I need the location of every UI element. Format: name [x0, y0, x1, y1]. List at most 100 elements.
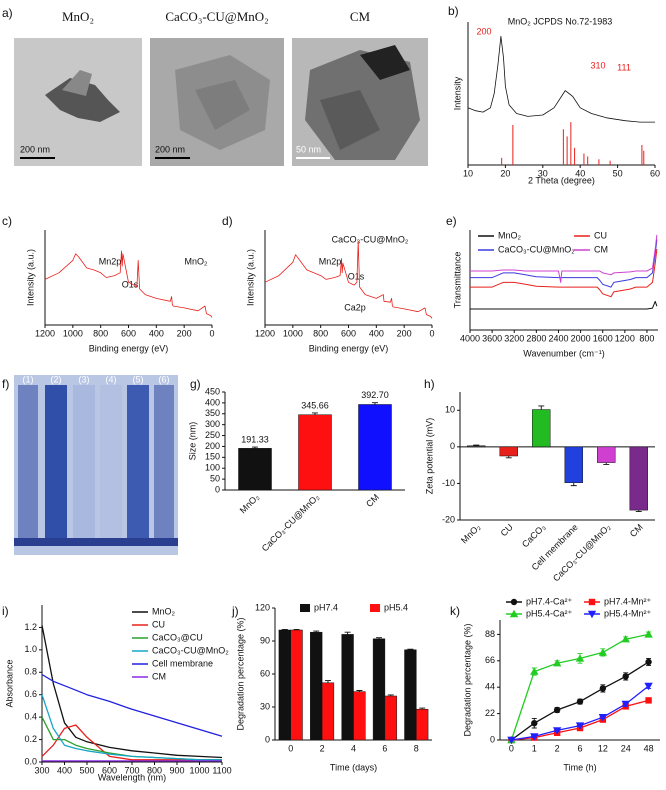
x-tick-label: 500 [79, 765, 94, 775]
x-tick-label: 900 [169, 765, 184, 775]
legend-label: CaCO₃@CU [152, 632, 203, 642]
x-tick-label: 40 [575, 168, 585, 178]
image-label: MnO₂ [62, 9, 94, 24]
bar [238, 448, 272, 491]
x-tick-label: 2 [555, 743, 560, 753]
x-axis-label: 2 Theta (degree) [528, 175, 595, 185]
line [470, 248, 658, 298]
marker [645, 697, 652, 704]
line [511, 685, 650, 741]
error-bar [372, 402, 378, 405]
lane-label: (1) [23, 374, 34, 384]
legend-label: CU [594, 230, 607, 240]
y-tick-label: -20 [442, 514, 455, 524]
y-tick-label: 0.6 [24, 689, 37, 699]
panel-label: f) [2, 377, 9, 391]
x-tick-label: MnO₂ [459, 522, 483, 546]
marker [553, 706, 561, 714]
legend-label: pH5.4 [384, 602, 408, 612]
lane-label: (6) [159, 374, 170, 384]
legend-label: pH7.4-Mn²⁺ [604, 596, 652, 606]
bar [532, 409, 551, 448]
bar [372, 638, 386, 741]
y-axis-label: Degradation percentage (%) [462, 623, 472, 736]
error-bar [312, 412, 318, 415]
line [470, 239, 658, 288]
legend-label: CM [152, 671, 166, 681]
annotation: MnO₂ [185, 256, 209, 266]
y-tick-label: 250 [205, 430, 220, 440]
line [467, 35, 655, 123]
marker [552, 659, 562, 667]
x-tick-label: 12 [598, 743, 608, 753]
x-tick-label: 8 [414, 743, 419, 753]
panel-label: k) [450, 604, 460, 618]
marker [645, 658, 652, 666]
x-tick-label: 300 [34, 765, 49, 775]
x-tick-label: 1000 [283, 328, 303, 338]
marker [587, 610, 597, 619]
x-tick-label: 600 [341, 328, 356, 338]
annotation: Ca2p [344, 302, 366, 312]
value-label: 191.33 [241, 434, 269, 444]
x-axis-label: Binding energy (eV) [89, 343, 169, 353]
x-axis-label: Binding energy (eV) [309, 343, 389, 353]
x-axis-label: Time (days) [330, 762, 377, 772]
x-tick-label: 1100 [212, 765, 231, 775]
error-bar [603, 462, 610, 465]
legend-label: pH5.4-Mn²⁺ [604, 608, 652, 618]
panel-label: i) [2, 604, 9, 618]
y-tick-label: 100 [205, 463, 220, 473]
y-tick-label: 0 [450, 441, 455, 451]
x-tick-label: 800 [313, 328, 328, 338]
error-bar [570, 482, 577, 487]
annotation: 310 [590, 60, 605, 70]
lane-label: (2) [51, 374, 62, 384]
y-tick-label: 50 [210, 473, 220, 483]
y-tick-label: 0.8 [24, 667, 37, 677]
x-tick-label: 50 [613, 168, 623, 178]
x-tick-label: 1000 [63, 328, 83, 338]
x-tick-label: CaCO₃-CU@MnO₂ [551, 522, 613, 584]
legend-swatch [370, 604, 380, 612]
x-tick-label: 4000 [460, 333, 480, 343]
y-tick-label: 0.2 [24, 734, 37, 744]
annotation: 200 [476, 26, 491, 36]
image-label: CaCO₃-CU@MnO₂ [165, 9, 268, 24]
x-tick-label: CM [628, 522, 645, 539]
y-tick-label: 0 [215, 484, 220, 494]
x-tick-label: 6 [577, 743, 582, 753]
x-tick-label: 0 [209, 328, 214, 338]
line [264, 241, 433, 319]
x-tick-label: 4 [351, 743, 356, 753]
bar [298, 414, 332, 491]
x-tick-label: 400 [149, 328, 164, 338]
error-bar [473, 444, 480, 446]
error-bar [356, 690, 363, 692]
x-tick-label: 1000 [189, 765, 209, 775]
error-bar [419, 707, 426, 710]
y-tick-label: 450 [205, 386, 220, 396]
y-tick-label: 350 [205, 408, 220, 418]
x-tick-label: 800 [147, 765, 162, 775]
lane-label: (3) [79, 374, 90, 384]
x-axis-label: Time (h) [563, 762, 596, 772]
x-tick-label: 1200 [255, 328, 275, 338]
x-tick-label: 800 [93, 328, 108, 338]
marker [598, 648, 608, 656]
y-axis-label: Transmittance [452, 252, 462, 309]
y-tick-label: 44 [485, 682, 495, 692]
x-tick-label: 30 [538, 168, 548, 178]
x-tick-label: 600 [121, 328, 136, 338]
x-tick-label: 3200 [504, 333, 524, 343]
panel-label: h) [424, 377, 435, 391]
x-tick-label: 2400 [548, 333, 568, 343]
error-bar [344, 631, 351, 635]
x-tick-label: 0 [509, 743, 514, 753]
x-tick-label: 2800 [526, 333, 546, 343]
x-tick-label: 400 [57, 765, 72, 775]
bar [597, 446, 616, 463]
bar [358, 404, 392, 491]
x-tick-label: 0 [288, 743, 293, 753]
